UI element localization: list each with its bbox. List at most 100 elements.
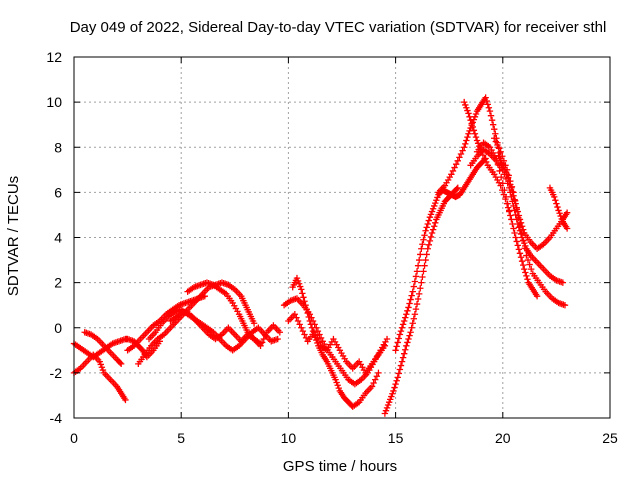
data-point	[513, 206, 520, 213]
data-point	[409, 288, 416, 295]
data-point	[293, 274, 301, 282]
data-point	[433, 197, 440, 204]
data-point	[462, 101, 469, 109]
data-point	[434, 194, 441, 201]
series-sat-e	[135, 279, 258, 368]
data-point	[497, 148, 504, 155]
data-point	[295, 280, 303, 287]
data-point	[563, 209, 571, 216]
data-point	[394, 374, 401, 381]
data-point	[398, 358, 406, 365]
data-point	[461, 144, 468, 151]
data-point	[488, 116, 496, 124]
data-point	[276, 329, 284, 336]
y-tick-label: 0	[54, 320, 62, 336]
series-sat-h	[184, 279, 264, 347]
data-point	[419, 273, 426, 281]
data-point	[524, 256, 532, 264]
y-tick-label: 2	[54, 275, 62, 291]
data-point	[559, 279, 567, 286]
data-point	[303, 305, 310, 313]
data-point	[494, 141, 501, 149]
data-point	[408, 324, 415, 331]
data-point	[99, 366, 107, 374]
data-point	[423, 251, 430, 258]
data-point	[492, 138, 500, 145]
data-point	[509, 220, 516, 228]
data-point	[316, 331, 323, 338]
series-sat-d	[124, 292, 208, 354]
data-point	[333, 379, 340, 386]
data-point	[465, 130, 472, 137]
y-tick-label: 4	[54, 230, 62, 246]
data-point	[429, 205, 437, 212]
data-point	[516, 223, 524, 230]
data-point	[411, 278, 419, 285]
data-point	[503, 166, 511, 174]
data-point	[390, 387, 397, 395]
data-point	[422, 227, 429, 234]
data-point	[491, 126, 498, 133]
data-point	[406, 332, 413, 339]
data-point	[368, 383, 376, 390]
data-point	[452, 160, 460, 168]
data-point	[404, 339, 411, 346]
data-point	[410, 315, 418, 322]
data-point	[403, 311, 410, 318]
data-point	[388, 393, 395, 400]
data-point	[301, 331, 308, 338]
data-point	[521, 265, 528, 273]
data-point	[486, 107, 494, 115]
data-point	[473, 137, 481, 144]
data-point	[407, 329, 414, 336]
y-tick-label: -2	[50, 365, 63, 381]
data-point	[505, 172, 512, 179]
data-point	[334, 382, 341, 389]
data-point	[122, 396, 129, 404]
data-point	[468, 120, 475, 127]
data-point	[482, 158, 490, 166]
data-point	[465, 110, 472, 117]
data-point	[507, 177, 514, 185]
data-point	[257, 340, 264, 347]
data-point	[300, 294, 307, 301]
y-tick-label: 12	[46, 49, 62, 65]
x-tick-label: 25	[602, 430, 618, 446]
data-point	[395, 370, 403, 377]
data-point	[415, 256, 423, 264]
data-point	[411, 311, 419, 318]
data-point	[262, 332, 269, 339]
series-sat-r	[491, 135, 569, 309]
data-point	[301, 298, 308, 305]
data-point	[502, 193, 510, 201]
data-point	[464, 133, 471, 141]
data-point	[454, 157, 461, 164]
data-point	[302, 301, 309, 309]
data-point	[517, 219, 525, 227]
data-point	[557, 212, 564, 220]
data-point	[482, 94, 489, 101]
data-point	[392, 347, 399, 354]
data-point	[553, 200, 560, 207]
data-point	[474, 140, 482, 147]
data-point	[519, 237, 527, 245]
series-sat-b	[70, 351, 129, 404]
data-point	[483, 97, 490, 105]
data-point	[469, 123, 476, 131]
data-point	[395, 335, 403, 342]
data-point	[408, 292, 415, 299]
y-axis-label: SDTVAR / TECUs	[5, 176, 22, 296]
data-point	[250, 320, 258, 327]
data-point	[305, 313, 312, 321]
data-point	[492, 130, 499, 137]
data-point	[430, 202, 438, 210]
data-point	[491, 135, 498, 142]
data-point	[495, 145, 503, 152]
data-point	[432, 219, 439, 227]
data-point	[399, 321, 407, 328]
data-point	[317, 334, 325, 342]
chart-title: Day 049 of 2022, Sidereal Day-to-day VTE…	[70, 19, 607, 36]
data-point	[448, 171, 455, 178]
data-point	[409, 320, 416, 327]
data-point	[298, 324, 305, 331]
